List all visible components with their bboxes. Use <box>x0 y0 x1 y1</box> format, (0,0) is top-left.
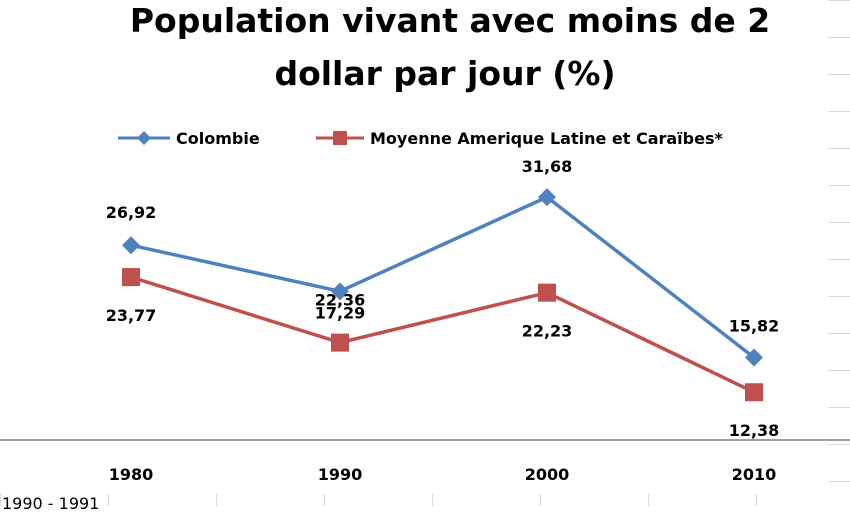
legend-marker-moyenne <box>333 131 347 145</box>
series-line-colombie <box>130 195 756 359</box>
data-label-colombie-1990: 22,36 <box>315 290 366 309</box>
data-label-colombie-2010: 15,82 <box>729 316 780 335</box>
legend: Colombie Moyenne Amerique Latine et Cara… <box>118 129 723 148</box>
marker-moyenne-1980 <box>122 268 140 287</box>
marker-colombie-1980 <box>122 236 140 255</box>
data-label-colombie-1980: 26,92 <box>106 203 157 222</box>
data-label-colombie-2000: 31,68 <box>522 157 573 176</box>
data-labels: 26,92 22,36 31,68 15,82 23,77 17,29 22,23 12,38 <box>106 157 780 440</box>
x-tick-label-1990: 1990 <box>318 465 363 484</box>
legend-label-moyenne: Moyenne Amerique Latine et Caraïbes* <box>370 129 723 148</box>
legend-marker-colombie <box>137 131 151 145</box>
data-label-moyenne-2000: 22,23 <box>522 322 573 341</box>
series-line-moyenne <box>130 275 755 394</box>
series-markers <box>122 188 763 402</box>
x-tick-label-2010: 2010 <box>732 465 777 484</box>
cell-fragment-text: 1990 - 1991 <box>2 494 100 513</box>
chart-title-line-2: dollar par jour (%) <box>274 54 615 93</box>
marker-colombie-2000 <box>538 188 556 207</box>
marker-moyenne-2000 <box>538 283 556 302</box>
marker-moyenne-2010 <box>745 383 763 402</box>
x-axis-ticks: 1980 1990 2000 2010 <box>109 465 777 484</box>
marker-colombie-2010 <box>745 348 763 367</box>
data-label-moyenne-1990: 17,29 <box>315 304 366 323</box>
data-label-moyenne-2010: 12,38 <box>729 421 780 440</box>
data-label-moyenne-1980: 23,77 <box>106 306 157 325</box>
x-tick-label-1980: 1980 <box>109 465 154 484</box>
chart-title-line-1: Population vivant avec moins de 2 <box>130 1 770 40</box>
marker-moyenne-1990 <box>331 333 349 352</box>
legend-label-colombie: Colombie <box>176 129 260 148</box>
x-tick-label-2000: 2000 <box>525 465 570 484</box>
marker-colombie-1990 <box>331 282 349 301</box>
series-lines <box>130 195 756 394</box>
